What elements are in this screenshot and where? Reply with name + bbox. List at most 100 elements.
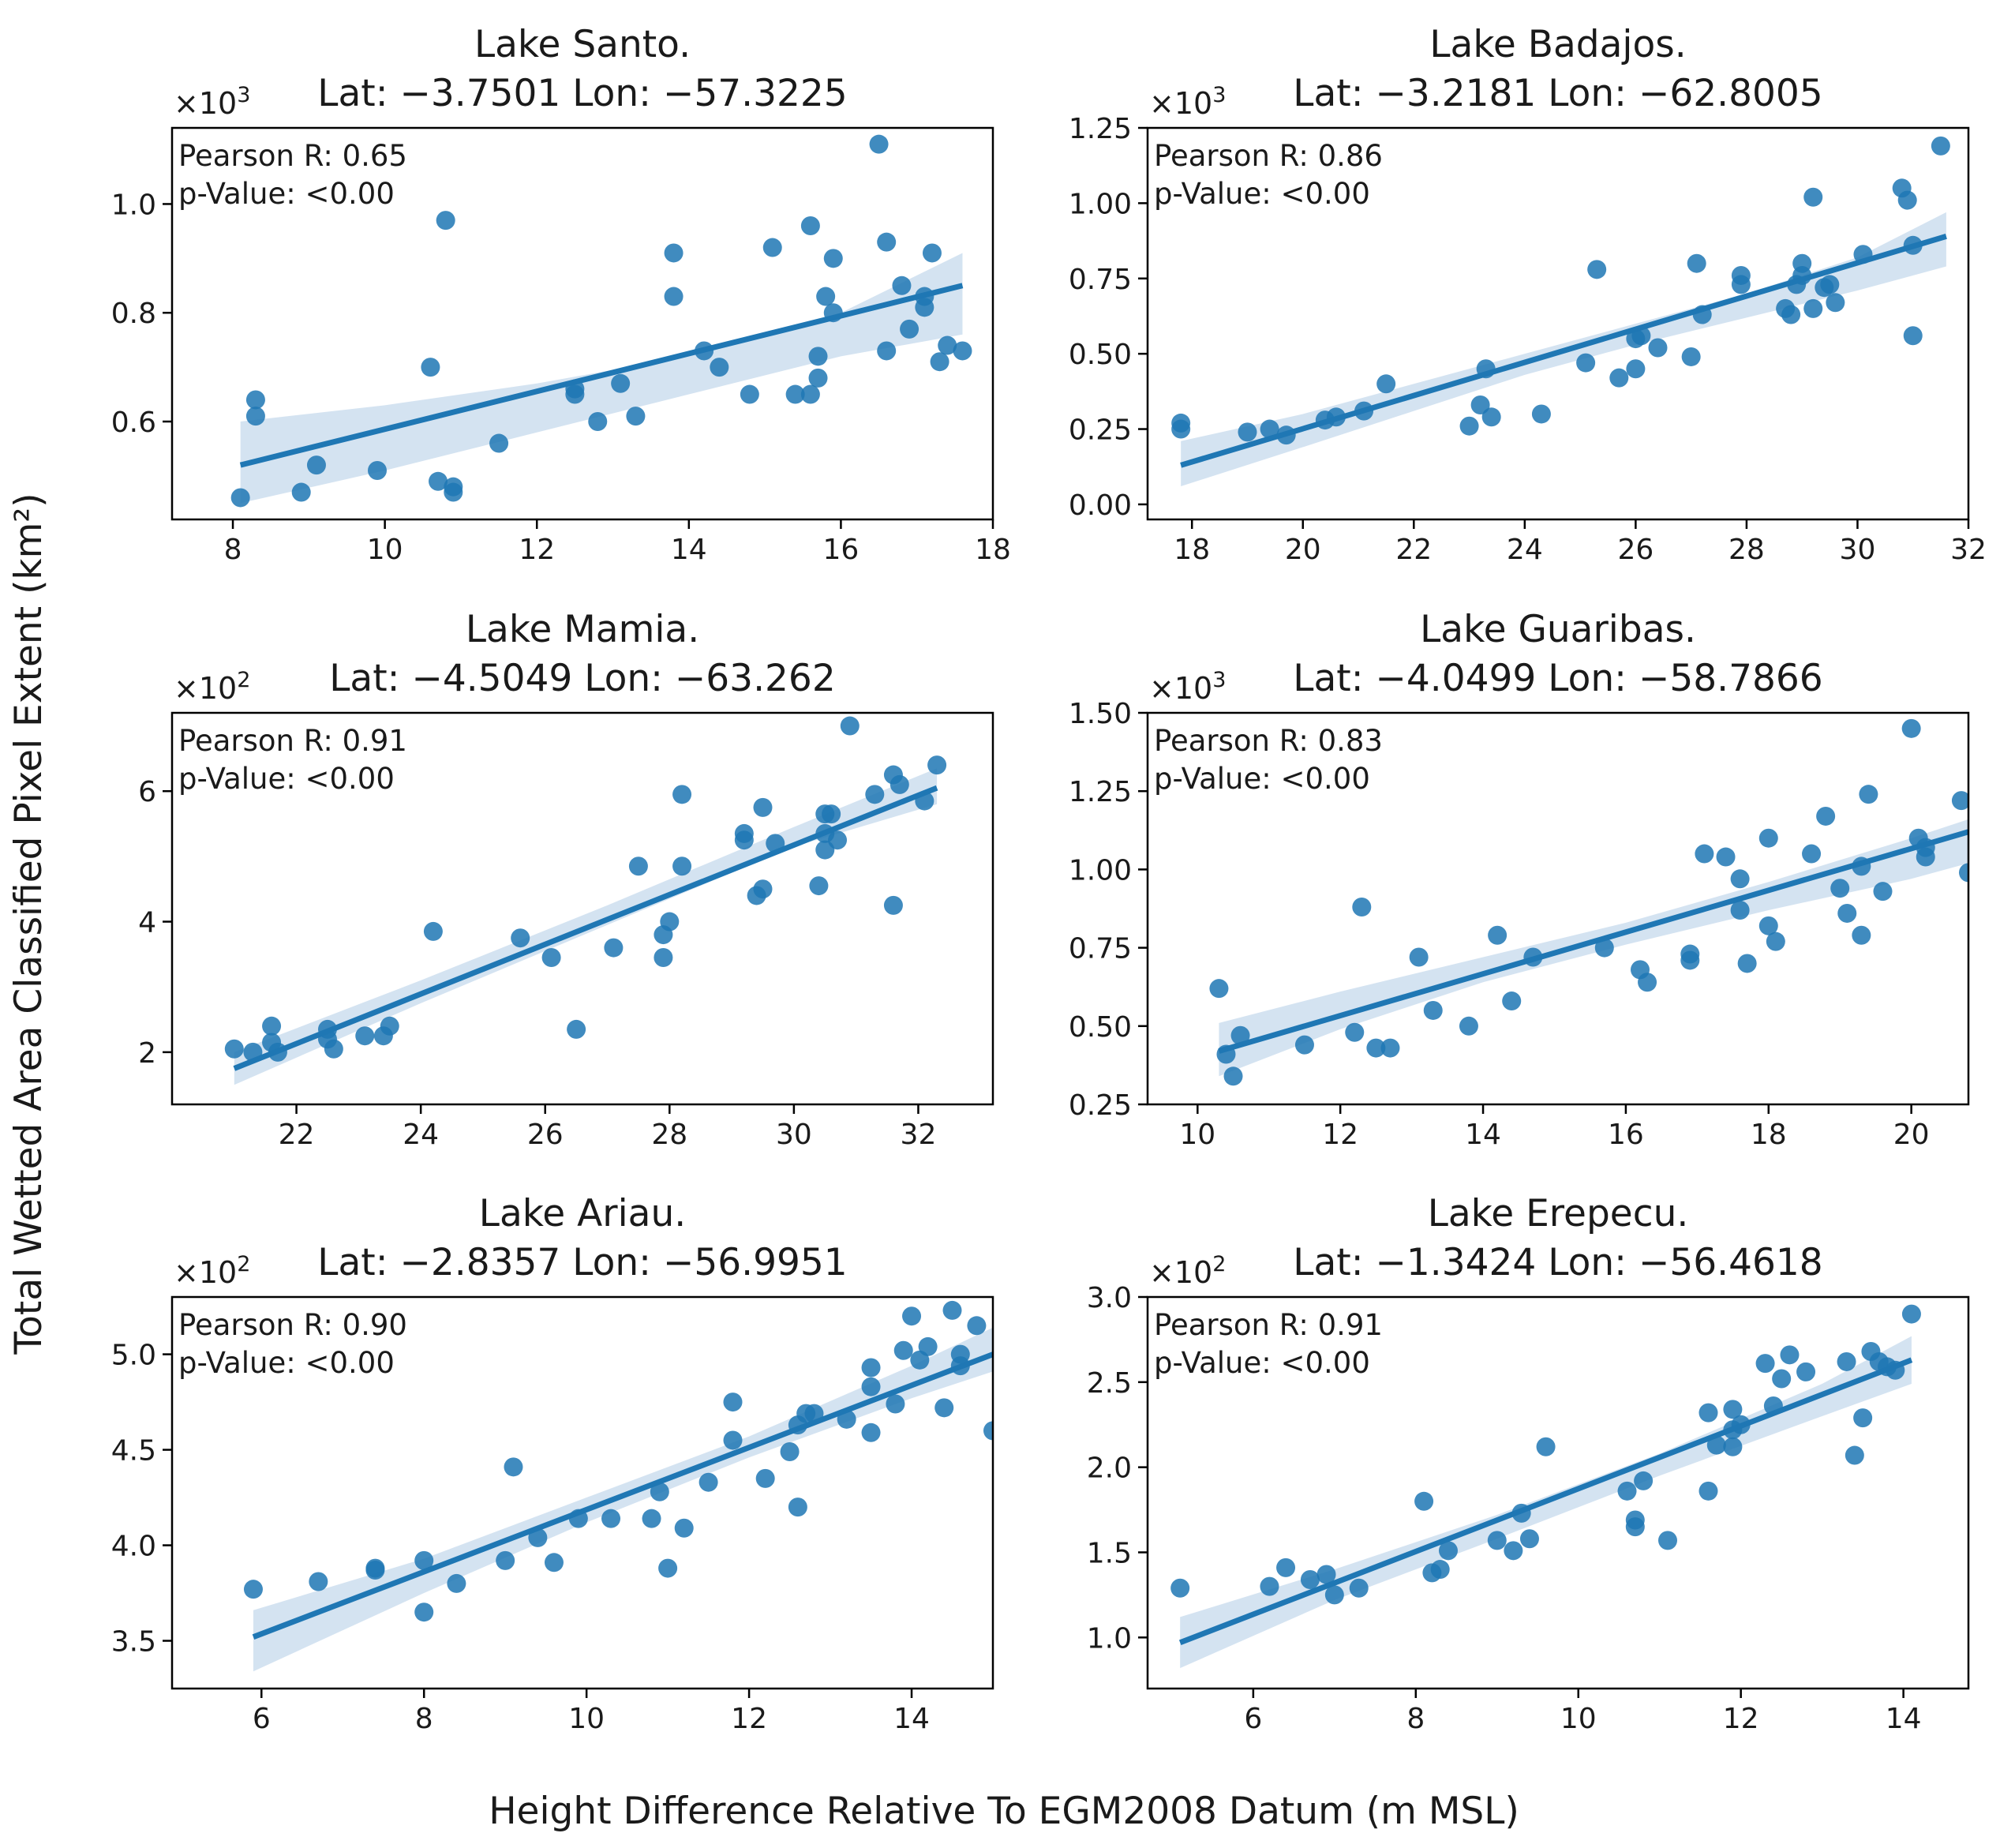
data-point	[368, 461, 387, 480]
x-tick-label: 28	[651, 1119, 687, 1151]
x-tick-label: 20	[1893, 1119, 1930, 1151]
data-point	[601, 1509, 621, 1528]
data-point	[496, 1550, 515, 1570]
multiplier-exponent: 3	[1212, 83, 1226, 107]
regression-line	[1178, 1357, 1913, 1646]
data-point	[1470, 395, 1490, 415]
data-point	[1380, 1038, 1400, 1058]
x-tick-label: 10	[568, 1703, 605, 1735]
multiplier-exponent: 2	[237, 668, 250, 692]
data-point	[1459, 416, 1479, 436]
data-point	[1316, 1565, 1336, 1584]
y-tick-label: 4.0	[111, 1531, 156, 1563]
data-point	[1681, 347, 1701, 366]
data-point	[544, 1553, 564, 1572]
data-point	[245, 407, 265, 426]
data-point	[1730, 869, 1750, 889]
multiplier-base: ×10	[174, 671, 237, 706]
data-point	[1716, 847, 1736, 867]
data-point	[892, 276, 912, 295]
y-tick-label: 0.6	[111, 407, 156, 439]
y-tick-label: 3.0	[1087, 1282, 1132, 1314]
y-tick-label: 0.25	[1069, 1089, 1132, 1122]
data-point	[1223, 1066, 1243, 1086]
data-point	[1504, 1541, 1523, 1561]
data-point	[660, 912, 680, 931]
data-point	[753, 797, 773, 817]
data-point	[1260, 419, 1279, 439]
data-point	[1873, 882, 1893, 902]
pearson-annotation: Pearson R: 0.91	[1154, 1308, 1383, 1342]
data-point	[877, 341, 897, 361]
data-point	[1209, 979, 1229, 999]
data-point	[291, 482, 311, 502]
data-point	[674, 1518, 694, 1538]
data-point	[865, 785, 885, 804]
pearson-annotation: Pearson R: 0.91	[178, 724, 407, 758]
data-point	[1845, 1445, 1864, 1465]
data-point	[861, 1358, 881, 1378]
multiplier-base: ×10	[174, 1255, 237, 1290]
y-tick-label: 3.5	[111, 1626, 156, 1659]
data-point	[436, 211, 455, 231]
panel-subtitle: Lat: −4.0499 Lon: −58.7866	[1293, 657, 1822, 700]
data-point	[565, 384, 585, 404]
x-tick-label: 6	[1244, 1703, 1262, 1735]
pvalue-annotation: p-Value: <0.00	[178, 762, 395, 796]
multiplier-exponent: 2	[1212, 1252, 1226, 1276]
data-point	[942, 1300, 962, 1320]
data-point	[1300, 1569, 1320, 1589]
data-point	[1766, 931, 1785, 951]
data-point	[224, 1039, 244, 1059]
y-axis-label: Total Wetted Area Classified Pixel Exten…	[7, 493, 51, 1355]
data-point	[1687, 253, 1706, 273]
panel-subtitle: Lat: −4.5049 Lon: −63.262	[329, 657, 835, 700]
data-point	[900, 319, 919, 339]
y-tick-label: 1.5	[1087, 1537, 1132, 1569]
data-point	[983, 1421, 993, 1441]
data-point	[611, 373, 631, 393]
data-point	[823, 249, 843, 268]
data-point	[1324, 1585, 1344, 1605]
data-point	[1617, 1481, 1637, 1501]
x-tick-label: 8	[415, 1703, 433, 1735]
y-tick-label: 1.50	[1069, 698, 1132, 730]
plot-frame	[170, 1295, 994, 1690]
data-point	[1780, 1345, 1800, 1365]
plot-area	[230, 134, 972, 508]
data-point	[755, 1468, 775, 1488]
x-tick-label: 20	[1285, 534, 1321, 566]
data-point	[1171, 419, 1191, 439]
regression-line	[1180, 234, 1947, 468]
data-point	[1837, 903, 1857, 923]
data-point	[918, 1336, 938, 1356]
panel-2: 18 20 22 24 26 28 30 32 0.00 0.25 0.50 0.75 1.00 1.25…	[1069, 23, 1987, 566]
x-tick-label: 32	[901, 1119, 937, 1151]
pvalue-annotation: p-Value: <0.00	[178, 1346, 395, 1380]
panel-5: 6 8 10 12 14 3.5 4.0 4.5 5.0 ×102 Pearson R: 0.90 p…	[111, 1192, 994, 1735]
x-tick-label: 26	[527, 1119, 564, 1151]
x-tick-label: 22	[1395, 534, 1432, 566]
plot-area	[243, 1300, 993, 1672]
data-point	[809, 876, 829, 896]
data-point	[1897, 190, 1917, 210]
y-tick-label: 0.75	[1069, 933, 1132, 965]
x-tick-label: 14	[893, 1703, 930, 1735]
data-point	[1852, 925, 1871, 945]
data-point	[1409, 947, 1429, 967]
y-tick-label: 1.0	[111, 189, 156, 221]
axis-multiplier: ×102	[1149, 1252, 1226, 1290]
data-point	[1502, 991, 1522, 1011]
data-point	[1830, 879, 1850, 898]
panel-title: Lake Mamia.	[466, 608, 699, 651]
data-point	[1695, 844, 1714, 864]
regression-line	[233, 785, 938, 1071]
y-tick-label: 1.25	[1069, 113, 1132, 145]
data-point	[664, 287, 684, 306]
x-tick-label: 12	[1723, 1703, 1759, 1735]
panel-title: Lake Santo.	[474, 23, 691, 66]
panel-subtitle: Lat: −3.7501 Lon: −57.3225	[317, 72, 847, 115]
data-point	[1634, 1471, 1654, 1490]
plot-frame	[1146, 1295, 1970, 1690]
data-point	[444, 477, 463, 497]
